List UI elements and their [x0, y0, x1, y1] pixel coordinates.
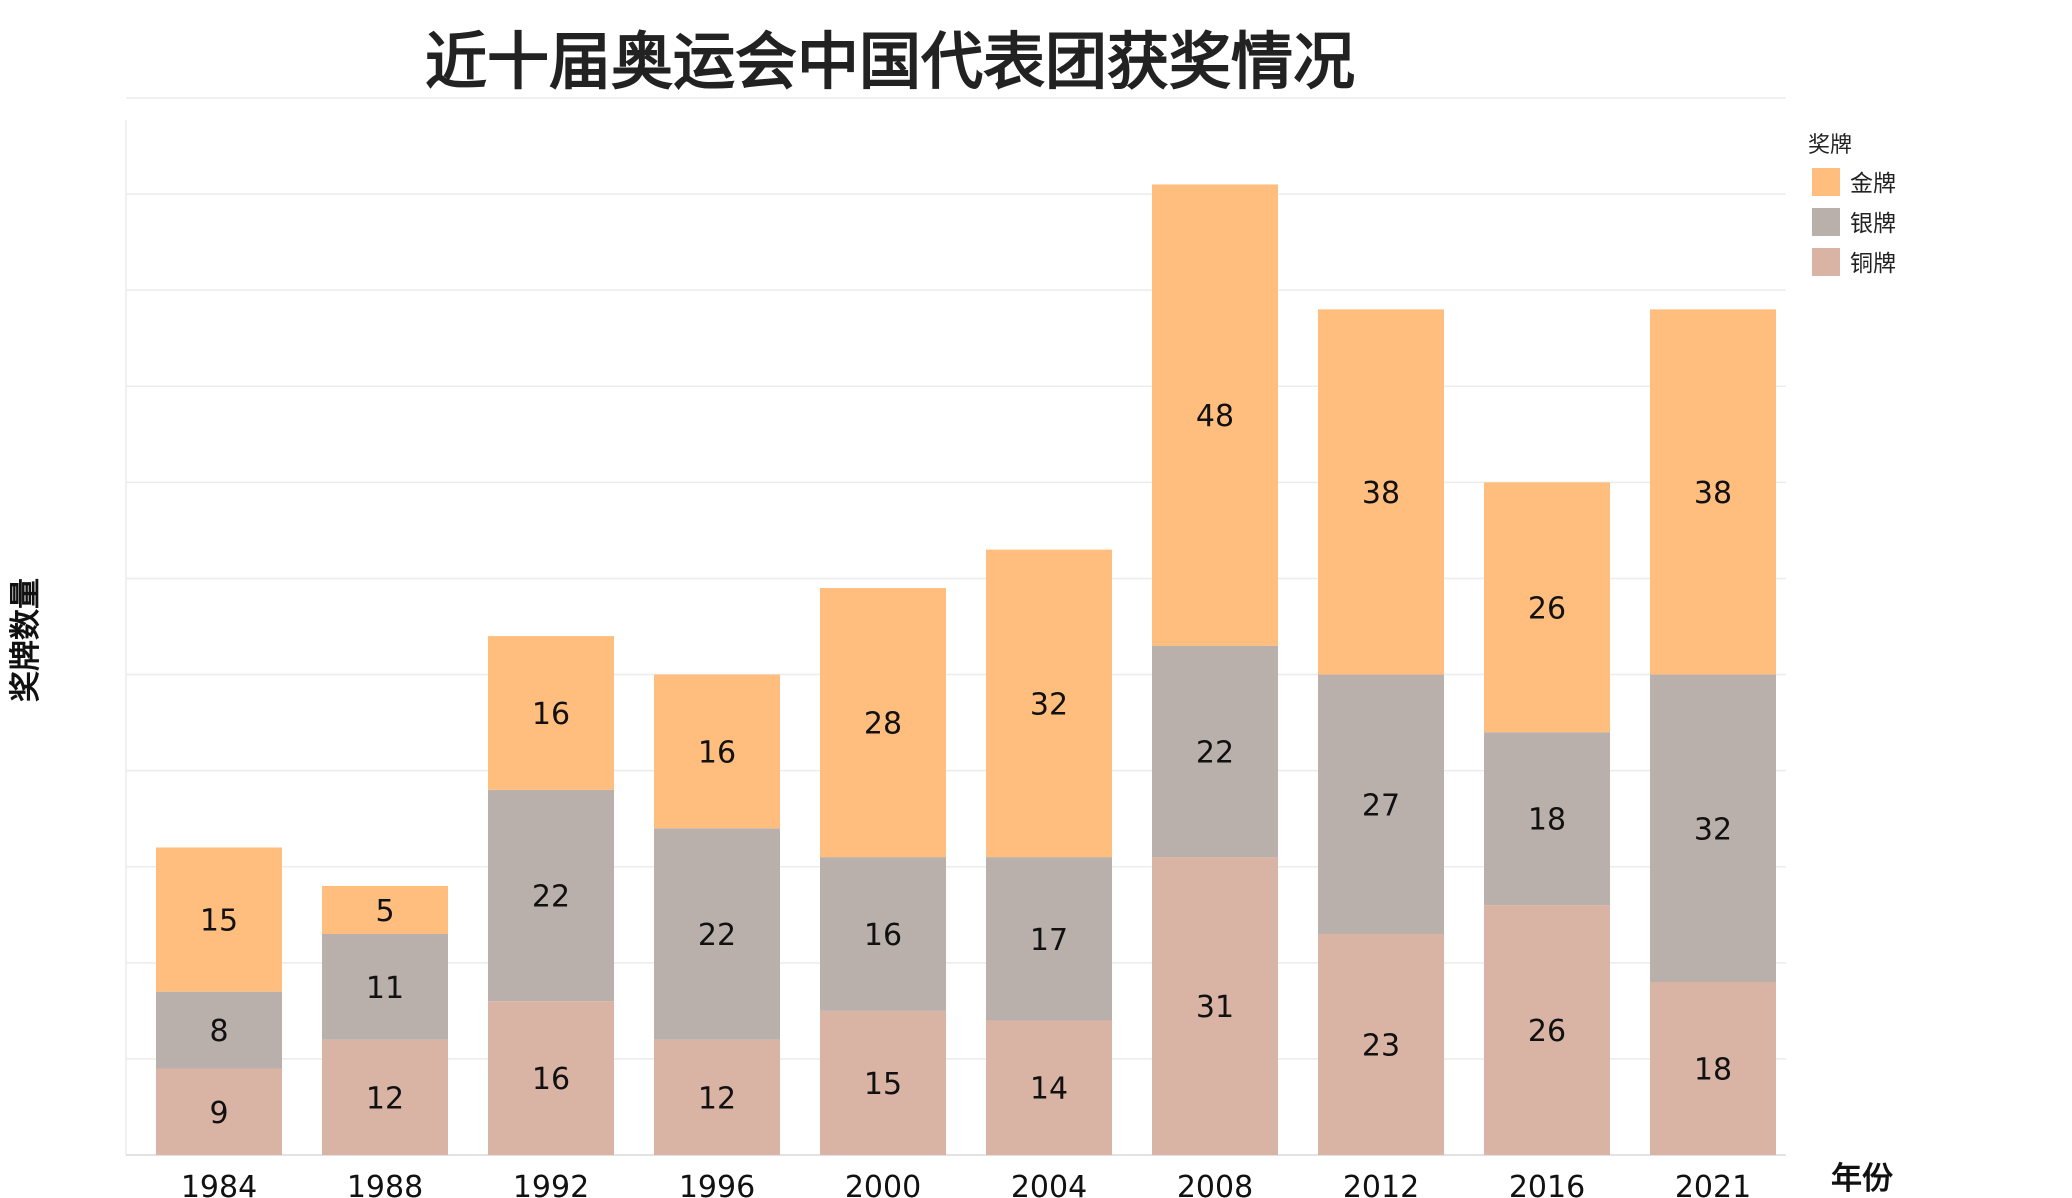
- data-label: 32: [1694, 812, 1732, 847]
- bar-segment: [654, 828, 780, 1040]
- bar-segment: [156, 991, 282, 1069]
- bar-segment: [986, 549, 1112, 858]
- data-label: 16: [532, 697, 570, 732]
- bars: [156, 184, 1776, 1155]
- data-label: 14: [1030, 1072, 1068, 1107]
- bar-segment: [322, 933, 448, 1040]
- data-label: 28: [864, 707, 902, 742]
- data-labels: 9 8 15 12 11 5 16 22 16 12 22 16 15 16 28 14 17 32 31 22 48 2…: [200, 399, 1732, 1131]
- legend-label: 银牌: [1850, 211, 1896, 237]
- bar-segment: [1484, 905, 1610, 1155]
- bar-segment: [322, 885, 448, 934]
- data-label: 12: [698, 1081, 736, 1116]
- data-label: 27: [1362, 788, 1400, 823]
- bar-segment: [488, 1001, 614, 1155]
- bar-segment: [1318, 674, 1444, 934]
- data-label: 22: [532, 880, 570, 915]
- legend-label: 铜牌: [1850, 251, 1896, 277]
- legend-label: 金牌: [1850, 171, 1896, 197]
- x-tick-label: 2004: [1011, 1170, 1087, 1198]
- data-label: 38: [1694, 476, 1732, 511]
- data-label: 26: [1528, 1014, 1566, 1049]
- x-tick-label: 1992: [513, 1170, 589, 1198]
- bar-segment: [1650, 982, 1776, 1155]
- x-tick-label: 1996: [679, 1170, 755, 1198]
- data-label: 48: [1196, 399, 1234, 434]
- x-tick-label: 1988: [347, 1170, 423, 1198]
- bar-segment: [1650, 674, 1776, 983]
- bar-segment: [156, 1068, 282, 1155]
- bar-segment: [654, 674, 780, 829]
- bar-segment: [488, 789, 614, 1002]
- chart-title: 近十届奥运会中国代表团获奖情况: [425, 25, 1355, 98]
- bar-segment: [1152, 184, 1278, 646]
- bar-segment: [820, 857, 946, 1011]
- x-tick-label: 2000: [845, 1170, 921, 1198]
- x-axis-title: 年份: [1831, 1161, 1893, 1197]
- bar-segment: [1318, 309, 1444, 675]
- x-tick-label: 2016: [1509, 1170, 1585, 1198]
- data-label: 38: [1362, 476, 1400, 511]
- bar-segment: [820, 1010, 946, 1155]
- bar-segment: [986, 1020, 1112, 1155]
- bar-segment: [488, 636, 614, 790]
- data-label: 31: [1196, 990, 1234, 1025]
- legend-title: 奖牌: [1808, 133, 1852, 158]
- data-label: 23: [1362, 1028, 1400, 1063]
- data-label: 5: [375, 894, 394, 929]
- data-label: 12: [366, 1081, 404, 1116]
- data-label: 16: [864, 918, 902, 953]
- bar-segment: [1484, 732, 1610, 906]
- data-label: 22: [1196, 735, 1234, 770]
- bar-segment: [156, 847, 282, 992]
- data-label: 18: [1528, 803, 1566, 838]
- legend-swatch: [1812, 248, 1840, 276]
- x-tick-label: 2012: [1343, 1170, 1419, 1198]
- x-tick-label: 2021: [1675, 1170, 1751, 1198]
- data-label: 11: [366, 971, 404, 1006]
- data-label: 9: [209, 1096, 228, 1131]
- bar-segment: [1152, 857, 1278, 1155]
- bar-segment: [322, 1039, 448, 1155]
- data-label: 32: [1030, 687, 1068, 722]
- data-label: 8: [209, 1014, 228, 1049]
- data-label: 16: [532, 1062, 570, 1097]
- x-tick-labels: 1984 1988 1992 1996 2000 2004 2008 2012 2016 2021: [181, 1170, 1751, 1198]
- x-tick-label: 2008: [1177, 1170, 1253, 1198]
- bar-segment: [820, 588, 946, 858]
- bar-segment: [1318, 933, 1444, 1155]
- data-label: 18: [1694, 1053, 1732, 1088]
- data-label: 22: [698, 918, 736, 953]
- bar-segment: [1484, 482, 1610, 733]
- data-label: 15: [864, 1067, 902, 1102]
- legend-swatch: [1812, 208, 1840, 236]
- bar-segment: [654, 1039, 780, 1155]
- x-tick-label: 1984: [181, 1170, 257, 1198]
- bar-segment: [1152, 645, 1278, 858]
- legend-swatch: [1812, 168, 1840, 196]
- data-label: 26: [1528, 591, 1566, 626]
- data-label: 15: [200, 904, 238, 939]
- bar-segment: [1650, 309, 1776, 675]
- y-axis-title: 奖牌数量: [8, 578, 44, 702]
- data-label: 17: [1030, 923, 1068, 958]
- bar-segment: [986, 857, 1112, 1021]
- data-label: 16: [698, 735, 736, 770]
